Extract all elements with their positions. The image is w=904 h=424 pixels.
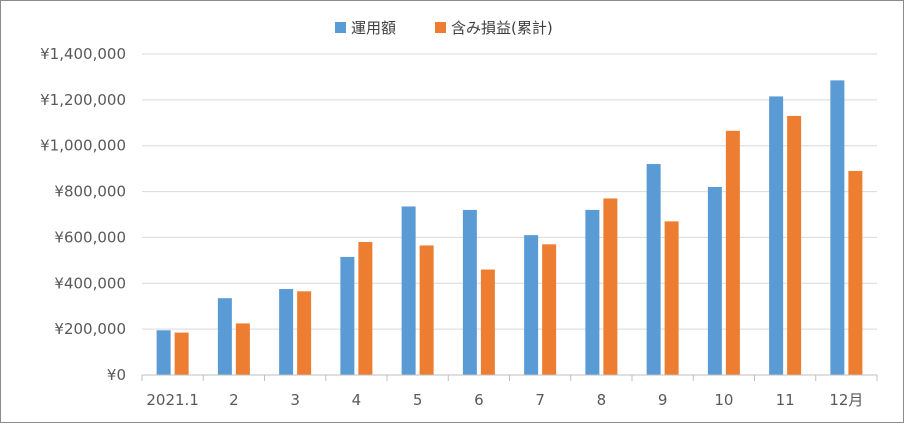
legend: 運用額 含み損益(累計) <box>335 19 553 37</box>
x-tick-label: 8 <box>597 391 607 409</box>
y-tick-label: ¥1,400,000 <box>40 45 126 63</box>
legend-label: 含み損益(累計) <box>451 19 553 37</box>
legend-label: 運用額 <box>351 19 396 37</box>
y-tick-label: ¥800,000 <box>54 183 126 201</box>
x-tick-label: 7 <box>535 391 545 409</box>
y-axis: ¥0 ¥200,000 ¥400,000 ¥600,000 ¥800,000 ¥1,000… <box>40 45 126 384</box>
y-tick-label: ¥1,000,000 <box>40 137 126 155</box>
bar <box>358 242 373 375</box>
bar <box>340 256 355 375</box>
bar <box>217 298 232 375</box>
bar <box>462 209 477 375</box>
bars <box>156 80 863 376</box>
x-tick-label: 6 <box>474 391 484 409</box>
x-tick-label: 10 <box>714 391 733 409</box>
x-tick-label: 4 <box>352 391 362 409</box>
bar <box>707 186 722 375</box>
bar <box>542 244 557 375</box>
bar <box>664 221 679 375</box>
bar <box>524 235 539 375</box>
bar <box>848 170 863 375</box>
x-tick-label: 3 <box>290 391 300 409</box>
bar <box>769 96 784 376</box>
bar <box>603 198 618 375</box>
bar <box>480 269 495 375</box>
x-tick-label: 2 <box>229 391 239 409</box>
x-tick-label: 11 <box>776 391 795 409</box>
bar <box>235 323 250 375</box>
bar <box>585 209 600 375</box>
bar <box>646 164 661 375</box>
x-axis: 2021.1 2 3 4 5 6 7 8 9 10 11 12月 <box>141 374 878 409</box>
bar <box>419 245 434 375</box>
y-tick-label: ¥400,000 <box>54 274 126 292</box>
x-tick-label: 9 <box>658 391 668 409</box>
x-tick-label: 12月 <box>829 391 863 409</box>
legend-swatch <box>435 22 446 33</box>
y-tick-label: ¥0 <box>107 366 126 384</box>
y-tick-label: ¥1,200,000 <box>40 91 126 109</box>
bar <box>725 130 740 375</box>
gridlines <box>142 53 877 330</box>
y-tick-label: ¥200,000 <box>54 320 126 338</box>
bar <box>787 115 802 376</box>
bar <box>830 80 845 375</box>
bar <box>401 206 416 375</box>
x-tick-label: 5 <box>413 391 423 409</box>
x-tick-label: 2021.1 <box>146 391 199 409</box>
bar <box>279 289 294 375</box>
y-tick-label: ¥600,000 <box>54 228 126 246</box>
legend-swatch <box>335 22 346 33</box>
bar <box>156 330 171 375</box>
bar <box>174 332 189 375</box>
bar <box>297 291 312 375</box>
